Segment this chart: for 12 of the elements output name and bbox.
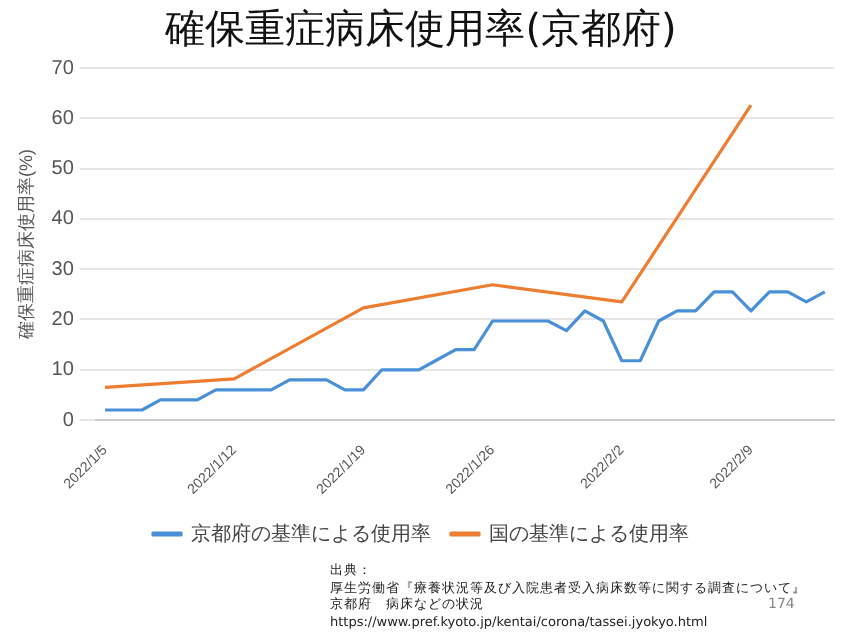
y-tick-label: 70 (51, 57, 75, 80)
y-tick-label: 10 (51, 359, 75, 382)
y-tick-label: 60 (51, 107, 75, 130)
chart-title: 確保重症病床使用率(京都府) (163, 4, 677, 53)
y-axis-title: 確保重症病床使用率(%) (15, 149, 36, 342)
y-tick-label: 0 (62, 409, 75, 432)
y-tick-label: 20 (51, 308, 75, 331)
legend-label: 京都府の基準による使用率 (191, 521, 431, 546)
y-tick-label: 50 (51, 158, 75, 181)
y-tick-label: 40 (51, 208, 75, 231)
legend-label: 国の基準による使用率 (489, 521, 689, 546)
y-tick-label: 30 (51, 258, 75, 281)
